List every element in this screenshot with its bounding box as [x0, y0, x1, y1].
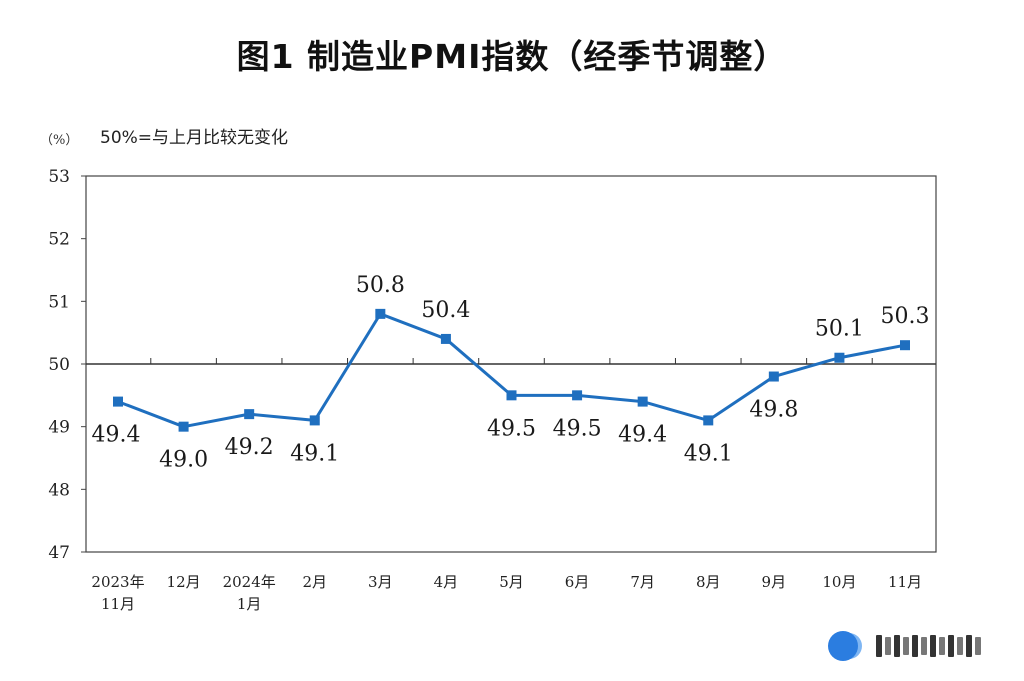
- data-point: [506, 390, 517, 401]
- x-tick-label: 5月: [499, 573, 524, 591]
- data-point: [440, 333, 451, 344]
- data-point: [834, 352, 845, 363]
- y-tick-label: 52: [48, 230, 70, 250]
- x-tick-label: 6月: [565, 573, 590, 591]
- watermark-mark: [876, 635, 981, 657]
- data-point: [244, 409, 255, 420]
- data-label: 49.4: [618, 423, 667, 448]
- data-label: 50.8: [356, 273, 405, 298]
- data-point: [309, 415, 320, 426]
- x-tick-label: 8月: [696, 573, 721, 591]
- x-tick-label: 4月: [434, 573, 459, 591]
- y-tick-label: 48: [48, 480, 70, 500]
- data-label: 49.1: [290, 441, 339, 466]
- x-tick-label: 10月: [822, 573, 856, 591]
- data-label: 50.1: [815, 317, 864, 342]
- x-tick-label: 11月: [888, 573, 922, 591]
- x-tick-label: 2023年: [91, 573, 144, 591]
- data-point: [637, 396, 648, 407]
- data-point: [572, 390, 583, 401]
- y-tick-label: 47: [48, 543, 70, 563]
- x-tick-label: 9月: [762, 573, 787, 591]
- data-label: 49.8: [749, 398, 798, 423]
- data-label: 49.1: [684, 441, 733, 466]
- x-tick-label: 3月: [368, 573, 393, 591]
- data-label: 49.0: [159, 448, 208, 473]
- x-tick-label: 11月: [101, 595, 135, 613]
- watermark: [828, 629, 1004, 663]
- y-tick-label: 50: [48, 355, 70, 375]
- x-tick-label: 7月: [630, 573, 655, 591]
- y-axis-unit: （%）: [40, 133, 79, 148]
- data-label: 49.5: [553, 416, 602, 441]
- data-label: 49.4: [92, 423, 141, 448]
- data-point: [178, 421, 189, 432]
- data-point: [900, 340, 910, 351]
- chart-title: 图1 制造业PMI指数（经季节调整）: [236, 37, 788, 76]
- reference-note: 50%=与上月比较无变化: [100, 128, 289, 148]
- y-tick-label: 49: [48, 418, 70, 438]
- data-point: [703, 415, 714, 426]
- data-label: 50.4: [421, 298, 470, 323]
- data-label: 50.3: [881, 304, 930, 329]
- x-tick-label: 1月: [237, 595, 262, 613]
- data-point: [768, 371, 779, 382]
- data-label: 49.2: [225, 435, 274, 460]
- data-point: [375, 308, 386, 319]
- data-point: [113, 396, 123, 407]
- y-tick-label: 53: [48, 167, 70, 187]
- y-tick-label: 51: [48, 292, 70, 312]
- x-tick-label: 2024年: [223, 573, 276, 591]
- x-tick-label: 12月: [167, 573, 201, 591]
- x-tick-label: 2月: [302, 573, 327, 591]
- data-label: 49.5: [487, 416, 536, 441]
- logo-icon: [828, 631, 858, 661]
